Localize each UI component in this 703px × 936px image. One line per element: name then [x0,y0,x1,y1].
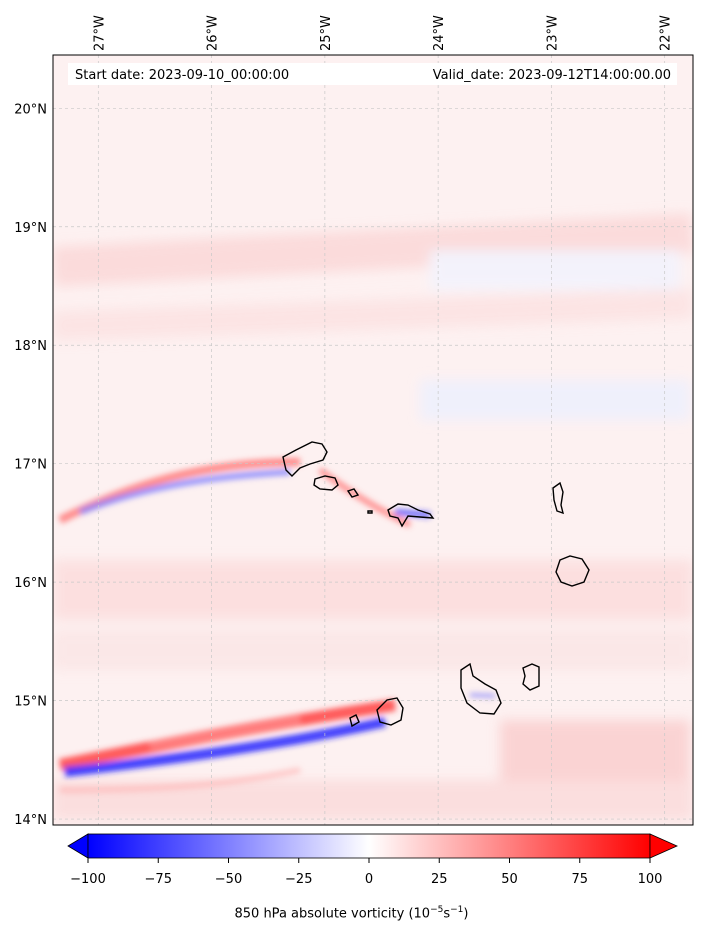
colorbar-tick-label: 100 [638,872,663,887]
colorbar: −100 −75 −50 −25 0 25 50 75 100 [67,833,678,887]
lat-label: 20°N [14,102,47,117]
island-fogo [376,697,404,726]
map-frame [52,54,694,826]
island-maio [522,663,540,691]
start-date-label: Start date: 2023-09-10_00:00:00 [75,68,289,83]
colorbar-tick-label: −75 [145,872,172,887]
island-santiago [460,662,502,715]
lon-label: 22°W [659,15,674,51]
info-box [68,63,677,85]
island-brava [349,714,360,728]
lat-label: 16°N [14,576,47,591]
colorbar-gradient [87,833,651,859]
lat-label: 19°N [14,221,47,236]
colorbar-tick-label: −100 [70,872,106,887]
island-sal [552,481,564,515]
colorbar-tick-label: −25 [285,872,312,887]
colorbar-tick-label: 25 [431,872,448,887]
island-santo-antao [282,441,328,477]
map-gridlines [53,55,693,825]
lat-label: 17°N [14,458,47,473]
colorbar-tick-label: −50 [215,872,242,887]
island-santa-luzia [346,488,360,498]
lat-label: 14°N [14,813,47,828]
valid-date-label: Valid_date: 2023-09-12T14:00:00.00 [433,68,671,83]
colorbar-ticks: −100 −75 −50 −25 0 25 50 75 100 [70,858,662,887]
vorticity-field [53,55,693,825]
lon-label: 27°W [92,15,107,51]
island-boa-vista [555,555,590,587]
colorbar-tick-label: 50 [501,872,518,887]
colorbar-label: 850 hPa absolute vorticity (10−5s−1) [234,905,469,922]
lon-label: 24°W [432,15,447,51]
island-raso [367,510,373,514]
coastlines [282,441,590,728]
latitude-labels: 20°N 19°N 18°N 17°N 16°N 15°N 14°N [14,102,47,828]
lat-label: 18°N [14,339,47,354]
lat-label: 15°N [14,695,47,710]
island-sao-nicolau [387,503,435,528]
lon-label: 26°W [206,15,221,51]
colorbar-min-extend [67,833,89,859]
longitude-labels: 27°W 26°W 25°W 24°W 23°W 22°W [92,15,673,51]
colorbar-tick-label: 0 [365,872,373,887]
island-sao-vicente [313,475,339,491]
lon-label: 25°W [319,15,334,51]
colorbar-max-extend [649,833,678,859]
lon-label: 23°W [545,15,560,51]
colorbar-tick-label: 75 [571,872,588,887]
